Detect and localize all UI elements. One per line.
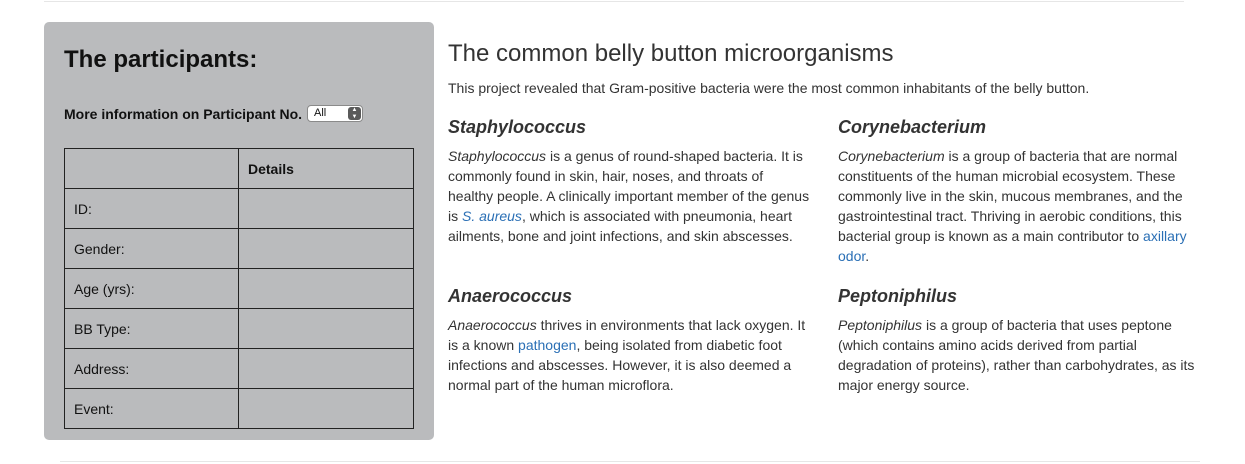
- card-corynebacterium: Corynebacterium Corynebacterium is a gro…: [838, 116, 1200, 266]
- section-intro: This project revealed that Gram-positive…: [448, 80, 1090, 96]
- table-row: Event:: [64, 388, 414, 429]
- table-header-row: Details: [64, 148, 414, 189]
- microorganisms-section: The common belly button microorganisms T…: [448, 40, 1208, 393]
- card-text-part: is a group of bacteria that are normal c…: [838, 148, 1183, 244]
- card-text-part: , which is associated with pneumonia, he…: [448, 208, 793, 244]
- card-heading: Staphylococcus: [448, 117, 587, 137]
- card-text: Peptoniphilus is a group of bacteria tha…: [838, 315, 1200, 395]
- select-arrows-icon: ▲ ▼: [348, 107, 362, 120]
- row-value-age: [238, 268, 414, 309]
- pathogen-link[interactable]: pathogen: [518, 337, 577, 353]
- card-text: Staphylococcus is a genus of round-shape…: [448, 146, 810, 246]
- card-text: Anaerococcus thrives in environments tha…: [448, 315, 810, 395]
- row-label-gender: Gender:: [64, 228, 239, 269]
- link-text: S. aureus: [462, 208, 522, 224]
- card-text-part: thrives in environments that lack oxygen…: [448, 317, 806, 353]
- axillary-odor-link[interactable]: axillary odor: [838, 228, 1187, 264]
- top-divider: [44, 1, 1184, 2]
- card-staphylococcus: Staphylococcus Staphylococcus is a genus…: [448, 116, 810, 246]
- bottom-divider: [60, 461, 1200, 462]
- select-label: More information on Participant No.: [64, 105, 303, 122]
- row-label-event: Event:: [64, 388, 239, 429]
- row-label-bbtype: BB Type:: [64, 308, 239, 349]
- panel-title: The participants:: [64, 46, 258, 73]
- row-value-address: [238, 348, 414, 389]
- row-label-id: ID:: [64, 188, 239, 229]
- participants-panel: The participants: More information on Pa…: [44, 22, 434, 440]
- row-value-id: [238, 188, 414, 229]
- table-row: Age (yrs):: [64, 268, 414, 309]
- card-heading: Anaerococcus: [448, 286, 573, 306]
- genus-name: Corynebacterium: [838, 148, 945, 164]
- participant-select-row: More information on Participant No. All …: [64, 105, 364, 122]
- row-value-gender: [238, 228, 414, 269]
- card-text-part: is a group of bacteria that uses peptone…: [838, 317, 1195, 393]
- participant-select[interactable]: All ▲ ▼: [307, 105, 364, 122]
- card-text-part: is a genus of round-shaped bacteria. It …: [448, 148, 810, 224]
- table-header-details: Details: [238, 148, 414, 189]
- table-header-empty: [64, 148, 239, 189]
- card-heading: Peptoniphilus: [838, 286, 957, 306]
- card-text-part: .: [865, 248, 870, 264]
- section-title: The common belly button microorganisms: [448, 40, 894, 67]
- table-row: Address:: [64, 348, 414, 389]
- s-aureus-link[interactable]: S. aureus: [462, 208, 522, 224]
- row-value-bbtype: [238, 308, 414, 349]
- genus-name: Anaerococcus: [448, 317, 537, 333]
- genus-name: Peptoniphilus: [838, 317, 923, 333]
- card-text-part: , being isolated from diabetic foot infe…: [448, 337, 792, 393]
- select-value: All: [314, 107, 327, 119]
- card-text: Corynebacterium is a group of bacteria t…: [838, 146, 1200, 266]
- row-value-event: [238, 388, 414, 429]
- table-row: Gender:: [64, 228, 414, 269]
- card-heading: Corynebacterium: [838, 117, 987, 137]
- table-row: ID:: [64, 188, 414, 229]
- genus-name: Staphylococcus: [448, 148, 547, 164]
- card-anaerococcus: Anaerococcus Anaerococcus thrives in env…: [448, 285, 810, 395]
- participant-details-table: Details ID: Gender: Age (yrs): BB Type: …: [64, 148, 414, 429]
- table-row: BB Type:: [64, 308, 414, 349]
- row-label-age: Age (yrs):: [64, 268, 239, 309]
- row-label-address: Address:: [64, 348, 239, 389]
- card-peptoniphilus: Peptoniphilus Peptoniphilus is a group o…: [838, 285, 1200, 395]
